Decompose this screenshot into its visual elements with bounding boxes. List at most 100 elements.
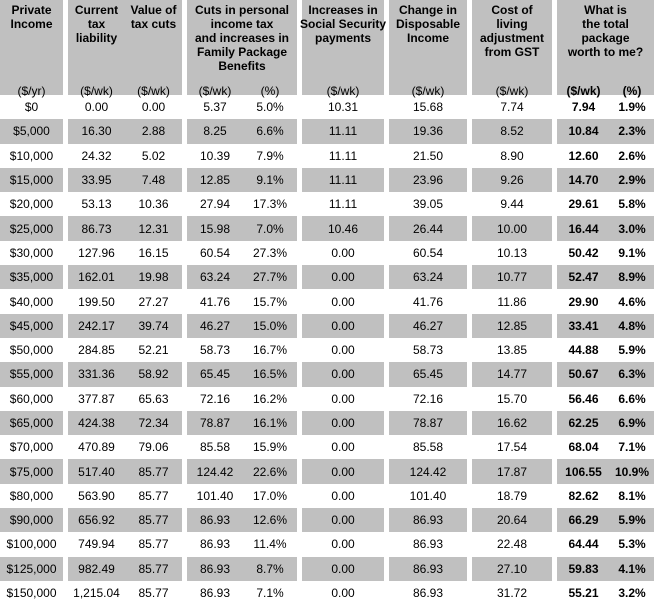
- row-block: 16.30 2.88: [68, 119, 182, 144]
- header-column-cuts-income-tax: Cuts in personal income tax and increase…: [187, 0, 297, 100]
- cell-cuts-income-tax-pct: 15.0%: [252, 318, 288, 333]
- cell-current-tax-liability: 284.85: [78, 343, 115, 358]
- cell-private-income: $15,000: [9, 173, 54, 188]
- row-block: 58.73: [389, 338, 467, 362]
- cell-total-package-wk: 55.21: [568, 586, 599, 601]
- row-block: 65.45: [389, 362, 467, 387]
- row-block: 10.46: [302, 216, 384, 241]
- cell-total-package-pct: 7.1%: [618, 440, 646, 455]
- row-block: 124.42 22.6%: [187, 459, 297, 484]
- cell-social-security-increase: 10.31: [327, 100, 359, 115]
- cell-cuts-income-tax-wk: 86.93: [199, 586, 231, 601]
- cell-current-tax-liability: 24.32: [81, 148, 112, 163]
- header-block-private-income: Private Income ($/yr): [0, 0, 63, 98]
- cell-value-of-tax-cuts: 85.77: [138, 586, 169, 601]
- row-block: 11.86: [472, 289, 552, 313]
- row-block: 27.94 17.3%: [187, 192, 297, 216]
- cell-cuts-income-tax-wk: 86.93: [199, 561, 231, 576]
- cell-total-package-pct: 5.8%: [618, 197, 646, 212]
- row-block: 72.16 16.2%: [187, 387, 297, 411]
- column-unit: (%): [622, 84, 642, 98]
- header-column-private-income: Private Income ($/yr): [0, 0, 63, 100]
- cell-total-package-pct: 2.9%: [618, 173, 646, 188]
- cell-current-tax-liability: 199.50: [78, 294, 115, 309]
- cell-gst-cost-of-living: 17.54: [496, 440, 528, 455]
- column-unit: ($/yr): [17, 84, 46, 98]
- cell-gst-cost-of-living: 9.26: [500, 173, 524, 188]
- row-block: 14.77: [472, 362, 552, 387]
- cell-gst-cost-of-living: 16.62: [496, 416, 528, 430]
- column-title: What is the total package worth to me?: [567, 3, 644, 59]
- row-block: 86.93: [389, 508, 467, 533]
- table-row: $70,000 470.89 79.06 85.58 15.9% 0.00 85.58 17.…: [0, 435, 654, 459]
- row-block: $30,000: [0, 241, 63, 265]
- row-block: $40,000: [0, 289, 63, 313]
- cell-total-package-pct: 5.9%: [618, 513, 646, 528]
- cell-change-disposable-income: 65.45: [412, 367, 444, 382]
- row-block: 24.32 5.02: [68, 144, 182, 168]
- cell-private-income: $25,000: [9, 221, 54, 236]
- row-block: 11.11: [302, 119, 384, 144]
- row-block: 0.00: [302, 435, 384, 459]
- cell-total-package-pct: 5.3%: [618, 537, 646, 552]
- column-title: Cost of living adjustment from GST: [479, 3, 544, 59]
- cell-cuts-income-tax-pct: 15.9%: [252, 440, 288, 455]
- row-block: $75,000: [0, 459, 63, 484]
- row-block: 33.41 4.8%: [557, 313, 654, 338]
- row-block: 16.62: [472, 410, 552, 436]
- row-block: 23.96: [389, 167, 467, 193]
- row-block: 10.13: [472, 241, 552, 265]
- cell-total-package-wk: 29.90: [568, 294, 599, 309]
- cell-total-package-pct: 2.6%: [618, 148, 646, 163]
- row-block: 31.72: [472, 581, 552, 605]
- table-row: $35,000 162.01 19.98 63.24 27.7% 0.00 63.24 10.…: [0, 265, 654, 290]
- cell-cuts-income-tax-wk: 8.25: [203, 124, 227, 139]
- row-block: $25,000: [0, 216, 63, 241]
- row-block: 0.00: [302, 581, 384, 605]
- cell-social-security-increase: 0.00: [331, 440, 355, 455]
- cell-value-of-tax-cuts: 85.77: [138, 537, 169, 552]
- row-block: 20.64: [472, 508, 552, 533]
- row-block: 15.68: [389, 95, 467, 119]
- cell-private-income: $45,000: [9, 318, 54, 333]
- cell-current-tax-liability: 16.30: [81, 124, 112, 139]
- column-unit: ($/wk): [80, 84, 113, 98]
- table-row: $10,000 24.32 5.02 10.39 7.9% 11.11 21.50 8.90 1…: [0, 144, 654, 168]
- row-block: 68.04 7.1%: [557, 435, 654, 459]
- cell-current-tax-liability: 86.73: [81, 221, 112, 236]
- cell-cuts-income-tax-pct: 6.6%: [256, 124, 284, 139]
- cell-total-package-pct: 1.9%: [618, 100, 646, 115]
- cell-current-tax-liability: 749.94: [78, 537, 115, 552]
- cell-cuts-income-tax-pct: 15.7%: [252, 294, 288, 309]
- row-block: 0.00: [302, 362, 384, 387]
- row-block: 41.76 15.7%: [187, 289, 297, 313]
- row-block: 52.47 8.9%: [557, 265, 654, 290]
- cell-private-income: $60,000: [9, 391, 54, 406]
- cell-change-disposable-income: 26.44: [412, 221, 444, 236]
- cell-total-package-wk: 68.04: [568, 440, 599, 455]
- cell-change-disposable-income: 46.27: [412, 318, 444, 333]
- cell-value-of-tax-cuts: 12.31: [138, 221, 169, 236]
- header-block-social-security: Increases in Social Security payments ($…: [300, 0, 386, 98]
- table-row: $0 0.00 0.00 5.37 5.0% 10.31 15.68 7.74 7.94 1.9%: [0, 95, 654, 119]
- cell-total-package-wk: 106.55: [565, 464, 602, 479]
- cell-total-package-pct: 2.3%: [618, 124, 646, 139]
- cell-cuts-income-tax-pct: 9.1%: [256, 173, 284, 188]
- cell-social-security-increase: 0.00: [331, 488, 355, 503]
- column-units-row: ($/wk) (%): [557, 85, 654, 98]
- cell-cuts-income-tax-pct: 7.0%: [256, 221, 284, 236]
- cell-total-package-pct: 5.9%: [618, 343, 646, 358]
- row-block: $45,000: [0, 313, 63, 338]
- cell-change-disposable-income: 101.40: [409, 488, 447, 503]
- cell-social-security-increase: 0.00: [331, 367, 355, 382]
- row-block: 7.94 1.9%: [557, 95, 654, 119]
- row-block: 53.13 10.36: [68, 192, 182, 216]
- row-block: 19.36: [389, 119, 467, 144]
- column-title: Current tax liability: [74, 3, 119, 45]
- row-block: 284.85 52.21: [68, 338, 182, 362]
- cell-current-tax-liability: 33.95: [81, 173, 112, 188]
- cell-current-tax-liability: 563.90: [78, 488, 115, 503]
- row-block: 17.54: [472, 435, 552, 459]
- cell-change-disposable-income: 63.24: [412, 270, 444, 285]
- cell-gst-cost-of-living: 18.79: [496, 488, 528, 503]
